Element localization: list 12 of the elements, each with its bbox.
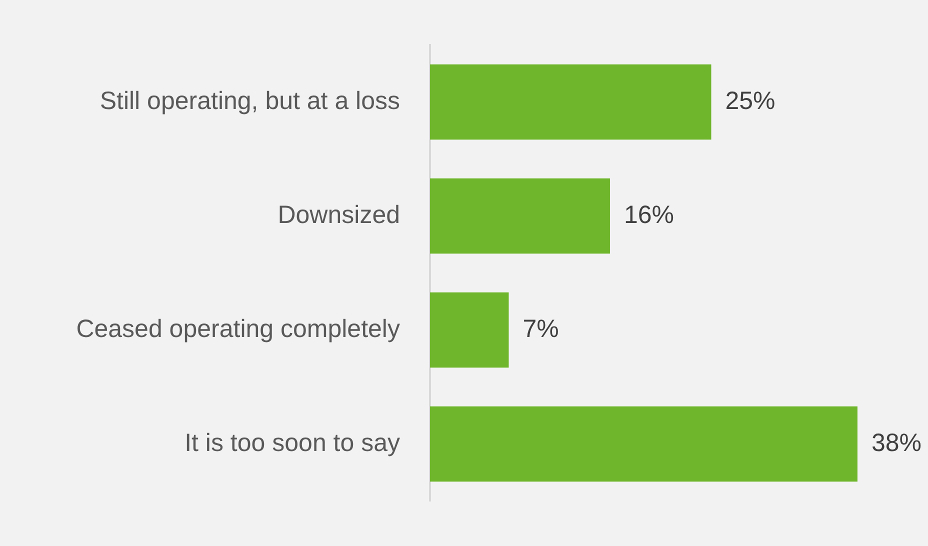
y-tick-label: Downsized	[278, 200, 400, 229]
bar	[430, 406, 858, 482]
data-label: 16%	[624, 200, 674, 229]
bar	[430, 292, 509, 368]
y-tick-label: Ceased operating completely	[76, 314, 400, 343]
bar	[430, 64, 712, 140]
bar	[430, 178, 610, 254]
y-tick-label: It is too soon to say	[184, 428, 400, 457]
data-label: 25%	[725, 86, 776, 115]
y-tick-label: Still operating, but at a loss	[100, 86, 400, 115]
data-label: 38%	[871, 428, 922, 457]
data-label: 7%	[522, 314, 559, 343]
